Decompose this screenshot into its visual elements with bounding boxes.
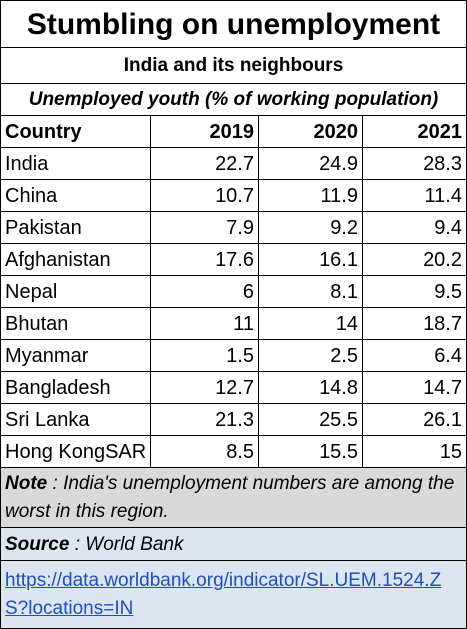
note-text: : India's unemployment numbers are among…: [5, 473, 455, 522]
table-row: Nepal 6 8.1 9.5: [1, 276, 466, 308]
source-link-row: https://data.worldbank.org/indicator/SL.…: [1, 561, 466, 628]
column-header: Country: [1, 116, 151, 147]
value-cell: 1.5: [151, 340, 259, 371]
country-cell: Bhutan: [1, 308, 151, 339]
header-row: Country 2019 2020 2021: [1, 116, 466, 148]
table-row: China 10.7 11.9 11.4: [1, 180, 466, 212]
value-cell: 6.4: [434, 345, 462, 367]
note-label: Note: [5, 473, 48, 494]
value-cell: 14.7: [423, 377, 462, 399]
value-cell: 6: [151, 276, 259, 307]
value-cell: 20.2: [423, 249, 462, 271]
column-header: 2020: [259, 116, 363, 147]
value-cell: 11: [151, 308, 259, 339]
value-cell: 7.9: [151, 212, 259, 243]
column-header: 2019: [151, 116, 259, 147]
value-cell: 12.7: [151, 372, 259, 403]
country-cell: Pakistan: [1, 212, 151, 243]
country-cell: Myanmar: [1, 340, 151, 371]
table-row: Bangladesh 12.7 14.8 14.7: [1, 372, 466, 404]
value-cell: 24.9: [259, 148, 363, 179]
table-row: Myanmar 1.5 2.5 6.4: [1, 340, 466, 372]
source-label: Source: [5, 534, 70, 555]
table-row: Hong KongSAR 8.5 15.5 15: [1, 436, 466, 468]
value-cell: 15.5: [259, 436, 363, 467]
country-cell: Hong KongSAR: [1, 436, 151, 467]
subtitle: India and its neighbours: [1, 48, 466, 84]
value-cell: 21.3: [151, 404, 259, 435]
value-cell: 16.1: [259, 244, 363, 275]
value-cell: 9.5: [434, 281, 462, 303]
caption: Unemployed youth (% of working populatio…: [1, 84, 466, 116]
value-cell: 8.5: [151, 436, 259, 467]
country-cell: Sri Lanka: [1, 404, 151, 435]
value-cell: 10.7: [151, 180, 259, 211]
country-cell: Nepal: [1, 276, 151, 307]
value-cell: 28.3: [423, 153, 462, 175]
country-cell: Afghanistan: [1, 244, 151, 275]
value-cell: 26.1: [423, 409, 462, 431]
table-row: Pakistan 7.9 9.2 9.4: [1, 212, 466, 244]
table-row: Afghanistan 17.6 16.1 20.2: [1, 244, 466, 276]
column-header: 2021: [417, 121, 463, 143]
source: Source : World Bank: [1, 528, 466, 561]
value-cell: 14: [259, 308, 363, 339]
source-link[interactable]: https://data.worldbank.org/indicator/SL.…: [5, 570, 442, 619]
value-cell: 15: [439, 441, 462, 463]
value-cell: 2.5: [259, 340, 363, 371]
title: Stumbling on unemployment: [1, 1, 466, 48]
value-cell: 9.2: [259, 212, 363, 243]
table-row: Bhutan 11 14 18.7: [1, 308, 466, 340]
table-row: Sri Lanka 21.3 25.5 26.1: [1, 404, 466, 436]
value-cell: 11.9: [259, 180, 363, 211]
country-cell: China: [1, 180, 151, 211]
note: Note : India's unemployment numbers are …: [1, 468, 466, 528]
country-cell: Bangladesh: [1, 372, 151, 403]
value-cell: 18.7: [423, 313, 462, 335]
country-cell: India: [1, 148, 151, 179]
table: Country 2019 2020 2021 India 22.7 24.9 28.3 Chin…: [1, 116, 466, 468]
value-cell: 17.6: [151, 244, 259, 275]
source-text: : World Bank: [74, 534, 184, 555]
value-cell: 14.8: [259, 372, 363, 403]
value-cell: 22.7: [151, 148, 259, 179]
value-cell: 11.4: [424, 185, 462, 207]
value-cell: 9.4: [434, 217, 462, 239]
table-row: India 22.7 24.9 28.3: [1, 148, 466, 180]
value-cell: 25.5: [259, 404, 363, 435]
value-cell: 8.1: [259, 276, 363, 307]
